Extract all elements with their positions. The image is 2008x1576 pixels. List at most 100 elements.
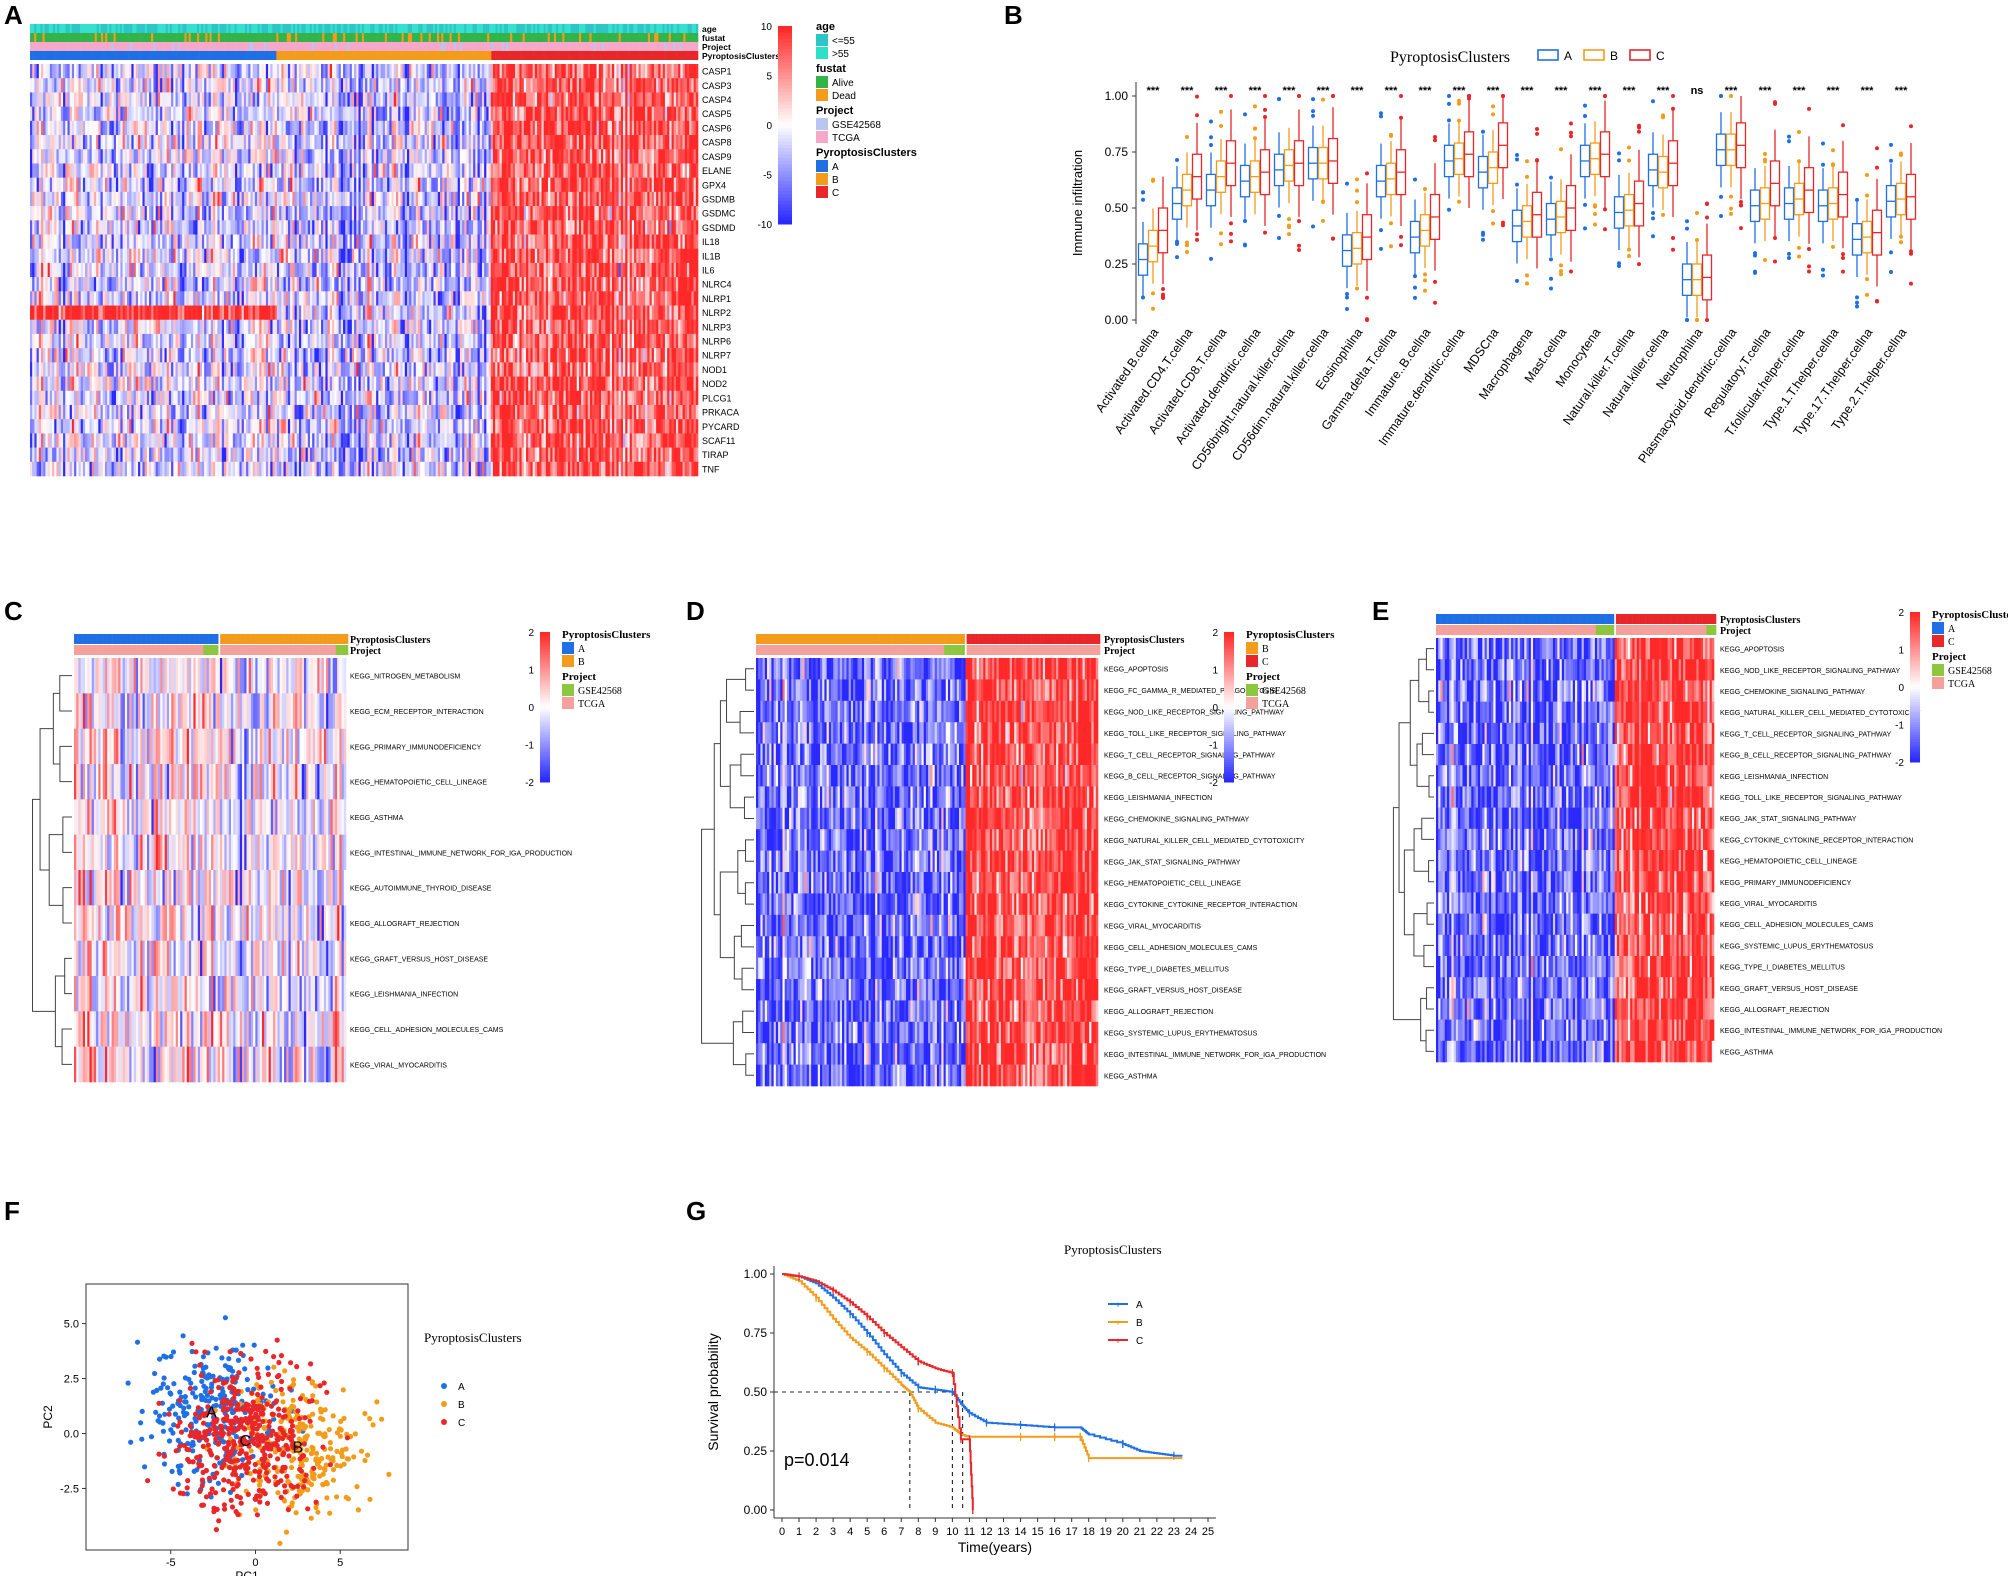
annot-project-cell [63,42,66,51]
annot-cluster-cell [109,51,112,60]
panel-a-cell [294,78,298,93]
annot-age-cell [518,24,521,33]
panel-a-cell [285,333,289,349]
annot-fustat-cell [412,33,415,42]
annot-project-cell [685,42,688,51]
panel-a-cell [210,120,214,136]
panel-a-cell [89,319,93,335]
annot-age-cell [165,24,169,33]
panel-a-cell [78,376,81,392]
panel-a-cell [151,262,154,278]
panel-a-cell [109,447,112,463]
panel-a-cell [301,277,304,292]
annot-project-cell [545,42,548,51]
panel-a-cell [67,461,70,477]
panel-a-cell [166,135,170,150]
panel-a-cell [146,277,150,292]
panel-a-cell [74,135,77,150]
panel-a-cell [142,291,145,306]
annot-project-cell [40,42,43,51]
annot-project-cell [75,42,79,51]
annot-project-cell [593,42,597,51]
panel-a-cell [232,277,236,292]
panel-a-cell [153,362,156,377]
panel-a-cell [111,447,115,463]
annot-fustat-cell [345,33,348,42]
panel-a-cell [138,64,141,79]
panel-a-cell [254,277,258,292]
annot-project-cell [599,42,603,51]
panel-a-cell [149,461,152,477]
panel-a-cell [270,461,273,477]
panel-a-cell [85,376,88,392]
annot-age-cell [117,24,121,33]
annot-fustat-cell [163,33,166,42]
panel-a-cell [166,106,170,122]
panel-a-cell [52,220,55,235]
panel-a-cell [109,319,112,335]
panel-a-cell [201,92,205,107]
annot-age-cell [570,24,574,33]
panel-a-cell [309,92,313,107]
panel-a-cell [305,319,309,335]
panel-a-cell [98,220,101,235]
panel-a-cell [122,106,126,122]
panel-a-cell [294,404,298,420]
panel-a-cell [250,206,253,221]
panel-a-cell [252,191,256,207]
panel-a-cell [204,220,207,235]
annot-cluster-cell [309,51,313,60]
panel-a-cell [212,291,216,306]
panel-a-cell [292,206,295,221]
panel-a-cell [164,390,167,406]
panel-a-cell [272,348,276,363]
panel-a-cell [162,376,165,392]
panel-a-cell [228,291,231,306]
panel-a-cell [208,277,212,292]
annot-age-cell [476,24,480,33]
annot-age-cell [376,24,379,33]
panel-a-cell [268,305,271,321]
panel-a-cell [144,404,148,420]
panel-a-cell [276,362,280,377]
panel-a-cell [168,248,172,264]
panel-a-cell [164,305,167,321]
annot-fustat-cell [455,33,459,42]
annot-age-cell [474,24,478,33]
panel-a-cell [206,333,209,349]
panel-a-cell [93,92,97,107]
annot-age-cell [457,24,461,33]
panel-a-cell [274,348,278,363]
panel-a-cell [263,220,267,235]
panel-a-cell [261,191,264,207]
annot-age-cell [148,24,152,33]
panel-a-cell [281,248,284,264]
panel-a-cell [111,433,115,448]
panel-a-cell [113,362,117,377]
panel-a-cell [140,106,143,122]
annot-age-cell [687,24,690,33]
panel-a-cell [168,78,172,93]
panel-a-cell [283,149,287,164]
panel-a-cell [235,362,238,377]
annot-project-cell [182,42,185,51]
panel-a-cell [111,220,115,235]
annot-age-cell [353,24,356,33]
panel-a-cell [89,362,93,377]
panel-a-cell [153,220,156,235]
panel-a-cell [91,419,95,434]
panel-a-cell [197,319,201,335]
annot-age-cell [190,24,194,33]
panel-a-cell [287,419,291,434]
panel-a-cell [80,163,84,178]
panel-a-cell [85,135,88,150]
panel-a-cell [111,419,115,434]
panel-a-cell [184,461,187,477]
panel-a-cell [268,291,271,306]
annot-project-cell [159,42,162,51]
panel-a-cell [279,191,282,207]
panel-a-cell [303,319,306,335]
panel-a-cell [80,106,84,122]
panel-a-cell [261,433,264,448]
panel-a-cell [74,291,77,306]
